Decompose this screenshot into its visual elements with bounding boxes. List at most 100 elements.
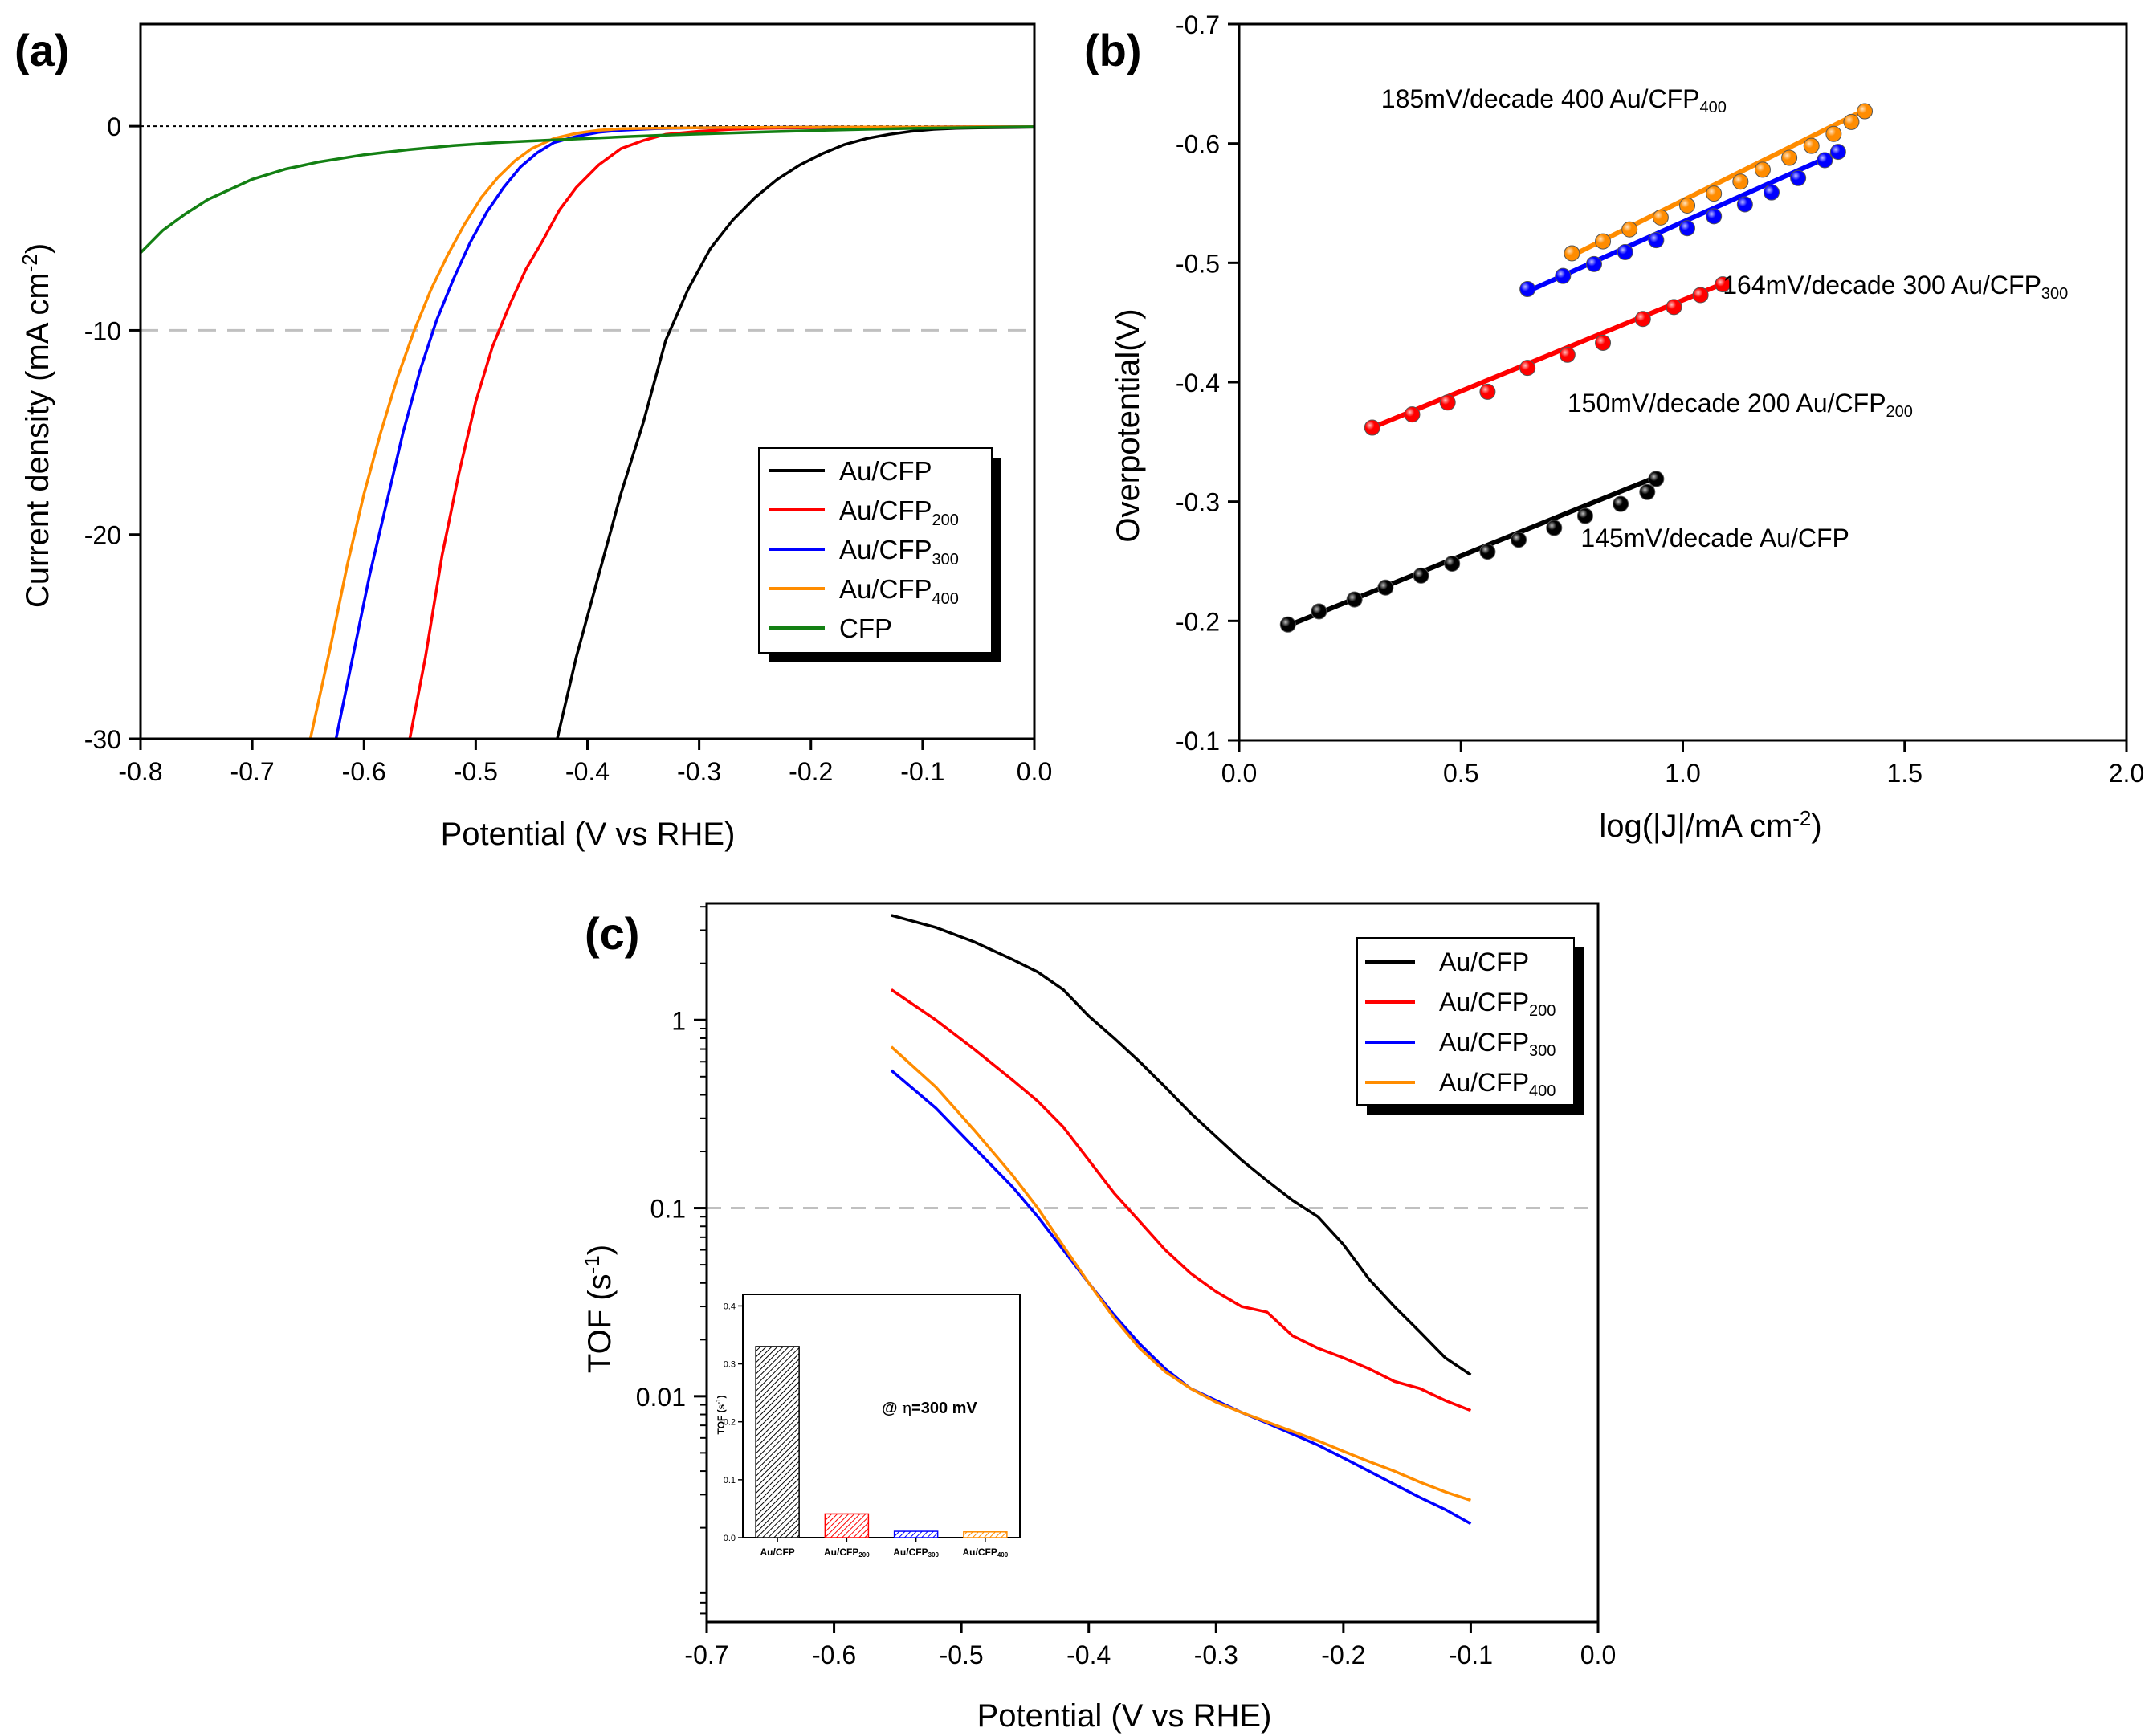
panel-c-x-tick-label: -0.5 <box>940 1640 984 1669</box>
panel-c-x-axis-title: Potential (V vs RHE) <box>977 1698 1272 1734</box>
panel-c-x-tick-label: -0.4 <box>1066 1640 1111 1669</box>
panel-c-y-axis-title: TOF (s-1) <box>580 1245 618 1373</box>
panel-a-y-tick-label: 0 <box>107 112 121 141</box>
inset-x-tick-label-base: Au/CFP <box>963 1547 997 1558</box>
panel-b-point-shine <box>1781 150 1797 166</box>
panel-b-point-shine <box>1364 419 1380 435</box>
panel-b-point-shine <box>1519 360 1535 376</box>
panel-b-plot-area: 0.0 0.5 1.0 1.5 2.0 -0.1 -0.2 -0.3 -0.4 -0.5 -0.6 -… <box>1176 10 2144 788</box>
inset-y-tick-label: 0.3 <box>724 1360 736 1370</box>
panel-b-point-shine <box>1666 299 1682 315</box>
panel-c-legend-label-au-cfp300-base: Au/CFP <box>1439 1028 1529 1057</box>
inset-y-title-sup: -1 <box>715 1398 722 1404</box>
panel-b-frame <box>1238 22 2128 742</box>
panel-b-point-shine <box>1560 347 1576 363</box>
panel-c-x-tick-label: -0.3 <box>1194 1640 1238 1669</box>
panel-b-annotation-au-cfp400: 185mV/decade 400 Au/CFP400 <box>1381 84 1727 116</box>
panel-b-point-shine <box>1586 256 1602 272</box>
panel-c-series-au-cfp200 <box>890 988 1472 1412</box>
panel-c-x-tick-label: -0.1 <box>1449 1640 1493 1669</box>
panel-b-point-shine <box>1639 484 1655 500</box>
inset-x-tick-label-sub: 200 <box>858 1551 870 1559</box>
inset-x-tick-label-au-cfp400: Au/CFP400 <box>963 1547 1009 1559</box>
panel-b-annotation-au-cfp200: 150mV/decade 200 Au/CFP200 <box>1568 389 1913 421</box>
panel-b-x-tick-label: 2.0 <box>2109 759 2144 788</box>
panel-b-point-shine <box>1737 196 1753 212</box>
panel-c-x-tick-label: -0.7 <box>684 1640 728 1669</box>
panel-b-point-shine <box>1377 580 1393 596</box>
panel-label-b: (b) <box>1084 25 1142 75</box>
panel-c-legend-label-au-cfp200: Au/CFP200 <box>1439 988 1556 1020</box>
panel-b-y-tick-label: -0.4 <box>1176 369 1220 397</box>
panel-b-x-axis-title: log(|J|/mA cm-2) <box>1599 806 1821 844</box>
panel-c-x-tick-label: -0.2 <box>1321 1640 1365 1669</box>
panel-b-point-shine <box>1830 144 1846 160</box>
panel-c-frame <box>705 902 1600 1624</box>
panel-b-point-shine <box>1404 406 1420 422</box>
panel-a-legend-label-au-cfp300: Au/CFP300 <box>839 535 959 568</box>
panel-c-x-tick-label: -0.6 <box>812 1640 856 1669</box>
panel-a-y-axis-title: Current density (mA cm-2) <box>18 243 55 608</box>
panel-c-legend-label-au-cfp200-sub: 200 <box>1529 1002 1556 1020</box>
panel-c-series-au-cfp400 <box>890 1045 1471 1502</box>
panel-c-plot-area: -0.7 -0.6 -0.5 -0.4 -0.3 -0.2 -0.1 0.0 0.01 0.1 1 <box>636 902 1616 1669</box>
panel-a-x-tick-label: -0.1 <box>900 757 944 786</box>
panel-b-x-title-end: ) <box>1811 809 1821 844</box>
panel-a-legend-label-cfp-base: CFP <box>839 613 892 643</box>
panel-b-x-tick-label: 0.5 <box>1443 759 1478 788</box>
panel-b-point-shine <box>1843 114 1859 130</box>
inset-bar-au-cfp400 <box>963 1531 1008 1538</box>
panel-a-legend-label-au-cfp200-sub: 200 <box>932 511 959 529</box>
panel-b-point-shine <box>1511 532 1527 548</box>
panel-a-legend-label-au-cfp200: Au/CFP200 <box>839 495 959 529</box>
panel-c-legend-label-au-cfp400-base: Au/CFP <box>1439 1068 1529 1097</box>
panel-a-y-tick-label: -10 <box>84 316 121 345</box>
panel-c-tof-curves: -0.7 -0.6 -0.5 -0.4 -0.3 -0.2 -0.1 0.00.010.11 … <box>580 902 1616 1734</box>
panel-b-point-shine <box>1347 592 1363 608</box>
panel-a-legend-label-au-cfp400: Au/CFP400 <box>839 574 959 608</box>
panel-b-point-shine <box>1825 126 1841 142</box>
panel-c-legend-label-au-cfp300-sub: 300 <box>1529 1042 1556 1060</box>
panel-a-legend-label-au-cfp400-base: Au/CFP <box>839 574 932 604</box>
panel-a-series-au-cfp400 <box>308 125 1034 739</box>
panel-b-annotation-au-cfp400-base: 185mV/decade 400 Au/CFP <box>1381 84 1700 113</box>
panel-b-point-shine <box>1679 220 1695 236</box>
panel-c-inset-bar-chart: 0.00.10.20.30.4Au/CFP Au/CFP200 Au/CFP300 A… <box>715 1294 1021 1559</box>
panel-b-point-shine <box>1804 138 1820 154</box>
panel-c-legend-label-au-cfp-base: Au/CFP <box>1439 947 1529 976</box>
panel-b-annotation-au-cfp200-sub: 200 <box>1886 403 1913 421</box>
inset-x-tick-label-au-cfp: Au/CFP <box>760 1547 794 1558</box>
panel-b-point-shine <box>1706 185 1722 202</box>
panel-b-point-shine <box>1519 281 1535 297</box>
panel-a-legend-label-cfp: CFP <box>839 613 892 643</box>
panel-label-a: (a) <box>14 25 69 75</box>
panel-b-y-tick-label: -0.2 <box>1176 607 1220 636</box>
panel-b-tafel-plots: 0.0 0.5 1.0 1.5 2.0 -0.1 -0.2 -0.3 -0.4 -0.5 -0.6 -… <box>1111 10 2144 844</box>
panel-a-x-tick-label: -0.7 <box>230 757 275 786</box>
inset-y-tick-label: 0.1 <box>724 1476 736 1485</box>
panel-c-y-tick-label: 1 <box>671 1006 686 1035</box>
panel-b-point-shine <box>1564 245 1580 261</box>
panel-a-x-tick-label: -0.2 <box>789 757 833 786</box>
panel-b-point-shine <box>1555 268 1571 284</box>
inset-x-tick-label-au-cfp200: Au/CFP200 <box>824 1547 870 1559</box>
panel-b-x-tick-label: 1.0 <box>1665 759 1700 788</box>
panel-b-annotation-au-cfp-base: 145mV/decade Au/CFP <box>1580 524 1849 552</box>
panel-b-x-tick-label: 0.0 <box>1221 759 1257 788</box>
panel-b-annotation-au-cfp300: 164mV/decade 300 Au/CFP300 <box>1723 271 2068 303</box>
panel-c-y-tick-label: 0.1 <box>650 1195 686 1224</box>
panel-b-x-tick-label: 1.5 <box>1887 759 1923 788</box>
panel-b-point-shine <box>1755 161 1771 177</box>
panel-a-y-title-end: ) <box>20 243 55 254</box>
panel-b-point-shine <box>1648 232 1664 248</box>
panel-a-legend-label-au-cfp400-sub: 400 <box>932 590 959 608</box>
panel-b-point-shine <box>1706 208 1722 224</box>
panel-a-series-cfp <box>141 125 1034 255</box>
inset-annotation-eta: η <box>902 1398 911 1417</box>
panel-a-legend-label-au-cfp300-base: Au/CFP <box>839 535 932 564</box>
panel-b-y-tick-label: -0.7 <box>1176 10 1220 39</box>
inset-x-tick-label-base: Au/CFP <box>824 1547 858 1558</box>
panel-a-legend-label-au-cfp: Au/CFP <box>839 456 932 486</box>
panel-a-y-title-main: Current density (mA cm <box>20 272 55 608</box>
